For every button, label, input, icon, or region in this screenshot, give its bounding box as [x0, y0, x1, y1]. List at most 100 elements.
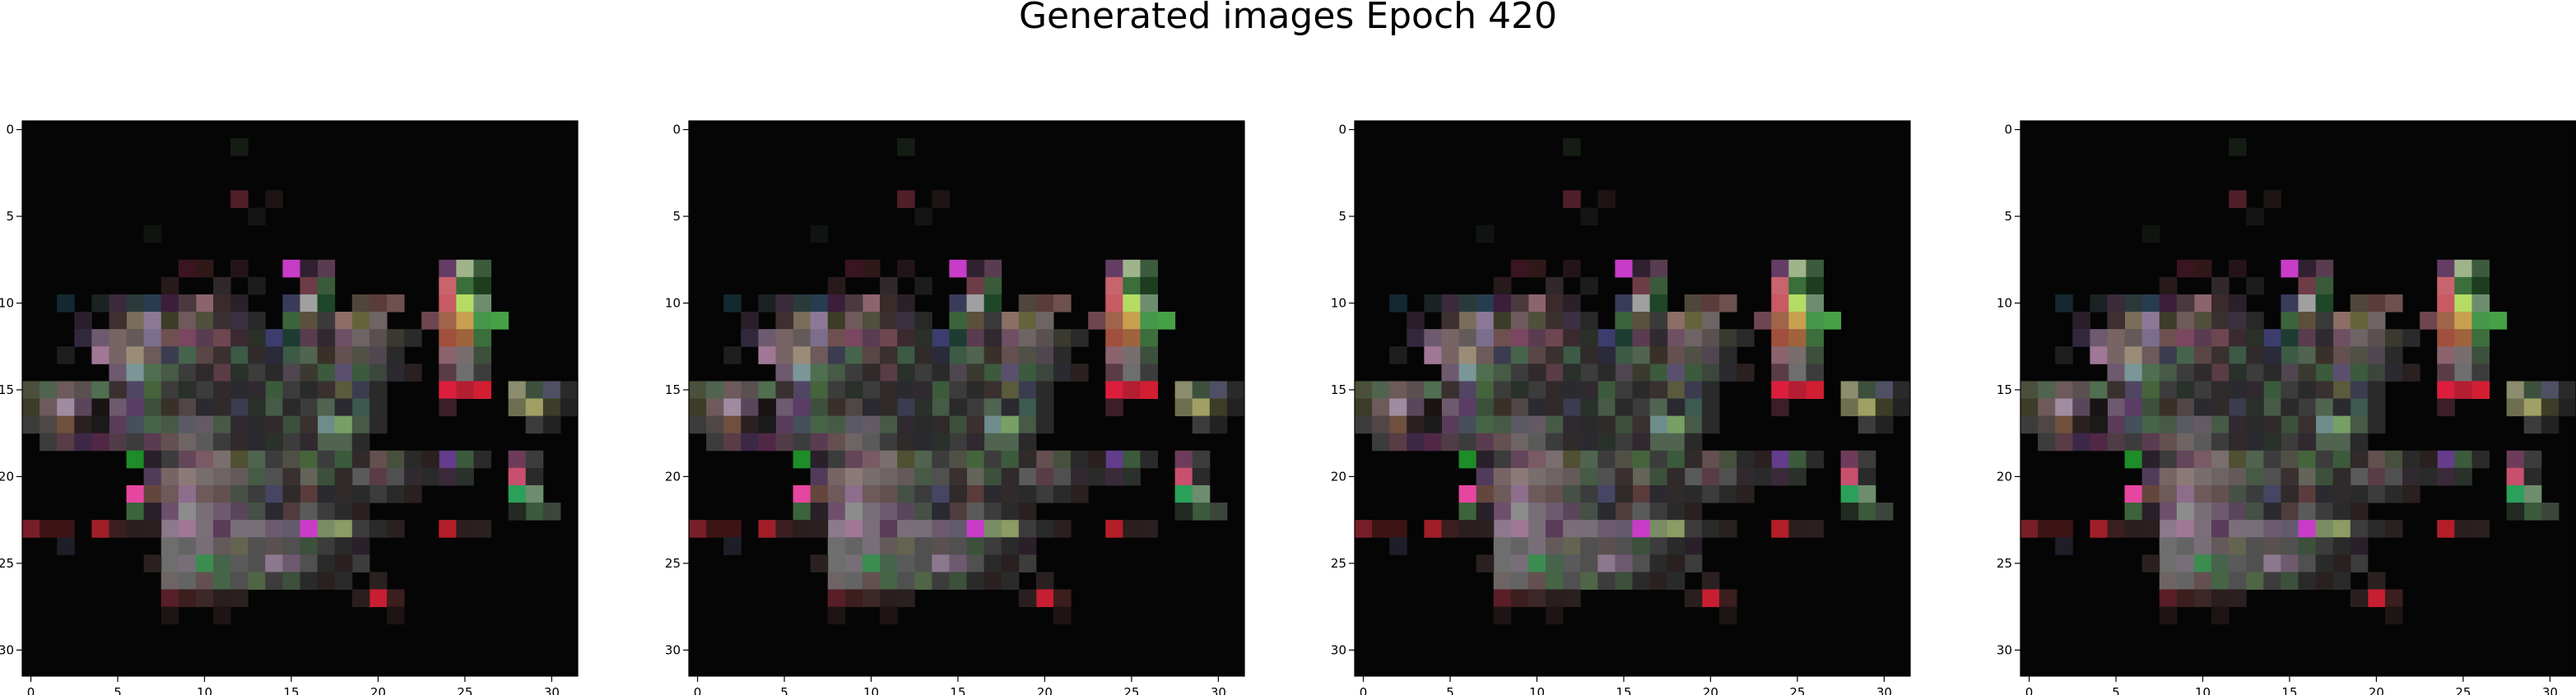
image-pixel [1597, 381, 1616, 399]
image-pixel [2229, 329, 2247, 347]
image-pixel [2020, 398, 2039, 417]
image-pixel [2159, 294, 2178, 313]
x-tick-label: 0 [694, 685, 702, 695]
image-pixel [966, 503, 985, 521]
image-pixel [334, 537, 353, 555]
image-pixel [932, 467, 950, 486]
image-pixel [404, 329, 422, 347]
image-pixel [351, 537, 370, 555]
image-pixel [1632, 520, 1651, 538]
image-pixel [2159, 572, 2178, 591]
image-pixel [1209, 398, 1228, 417]
image-pixel [844, 346, 863, 364]
image-pixel [2229, 433, 2247, 452]
image-pixel [1001, 503, 1020, 521]
image-pixel [1632, 346, 1651, 364]
image-pixel [1806, 364, 1825, 382]
image-pixel [1667, 329, 1686, 347]
image-pixel [1788, 294, 1806, 313]
image-pixel [689, 415, 707, 434]
image-pixel [1527, 537, 1546, 555]
image-pixel [91, 381, 109, 399]
image-pixel [966, 433, 985, 452]
image-pixel [317, 346, 336, 364]
image-pixel [2072, 329, 2090, 347]
image-pixel [1389, 294, 1407, 313]
image-pixel [160, 467, 179, 486]
image-pixel [386, 329, 405, 347]
image-pixel [1018, 467, 1037, 486]
image-pixel [844, 467, 863, 486]
image-pixel [1407, 381, 1425, 399]
image-pixel [2523, 398, 2542, 417]
image-pixel [317, 276, 336, 295]
image-pixel [1192, 467, 1211, 486]
y-tick-label: 15 [0, 382, 14, 397]
image-pixel [1001, 554, 1020, 572]
image-pixel [2246, 381, 2264, 399]
image-pixel [1684, 503, 1703, 521]
image-pixel [966, 554, 985, 572]
image-pixel [1649, 276, 1668, 295]
image-pixel [195, 329, 214, 347]
image-pixel [542, 398, 561, 417]
image-pixel [2176, 259, 2195, 278]
image-pixel [2315, 259, 2334, 278]
image-pixel [143, 503, 162, 521]
image-pixel [758, 415, 776, 434]
y-tick-label: 25 [0, 556, 14, 571]
image-pixel [2471, 294, 2490, 313]
image-pixel [282, 467, 300, 486]
image-pixel [230, 381, 249, 399]
image-pixel [897, 554, 915, 572]
image-pixel [265, 450, 283, 469]
image-pixel [2281, 537, 2299, 555]
image-pixel [2090, 398, 2108, 417]
image-pixel [1510, 381, 1529, 399]
y-tick-label: 5 [1338, 209, 1346, 224]
image-pixel [1737, 450, 1755, 469]
image-pixel [473, 276, 492, 295]
image-pixel [1123, 450, 1141, 469]
image-pixel [317, 364, 336, 382]
image-pixel [1597, 415, 1616, 434]
image-pixel [109, 364, 128, 382]
image-pixel [1493, 520, 1512, 538]
image-pixel [2281, 312, 2299, 330]
image-pixel [2246, 554, 2264, 572]
image-pixel [844, 589, 863, 608]
y-tick-label: 25 [1997, 556, 2012, 571]
image-pixel [1458, 450, 1477, 469]
image-pixel [160, 484, 179, 503]
image-pixel [1615, 537, 1633, 555]
image-pixel [1875, 398, 1894, 417]
image-pixel [2558, 398, 2576, 417]
image-pixel [966, 467, 985, 486]
image-pixel [1632, 415, 1651, 434]
image-pixel [1546, 484, 1564, 503]
image-pixel [1527, 503, 1546, 521]
image-pixel [2072, 415, 2090, 434]
image-pixel [334, 484, 353, 503]
image-pixel [2229, 415, 2247, 434]
image-pixel [1667, 484, 1686, 503]
image-pixel [2141, 467, 2160, 486]
image-pixel [2402, 450, 2420, 469]
image-pixel [300, 259, 319, 278]
image-pixel [1140, 259, 1159, 278]
image-pixel [2350, 364, 2369, 382]
image-pixel [473, 329, 492, 347]
image-pixel [1476, 520, 1495, 538]
image-pixel [1649, 398, 1668, 417]
image-pixel [758, 346, 776, 364]
image-pixel [2141, 433, 2160, 452]
image-pixel [1684, 589, 1703, 608]
image-pixel [1580, 312, 1598, 330]
image-pixel [213, 572, 231, 591]
image-pixel [1389, 398, 1407, 417]
image-pixel [1424, 381, 1442, 399]
image-pixel [317, 259, 336, 278]
image-pixel [1597, 190, 1616, 208]
image-pixel [1615, 312, 1633, 330]
image-pixel [143, 520, 162, 538]
